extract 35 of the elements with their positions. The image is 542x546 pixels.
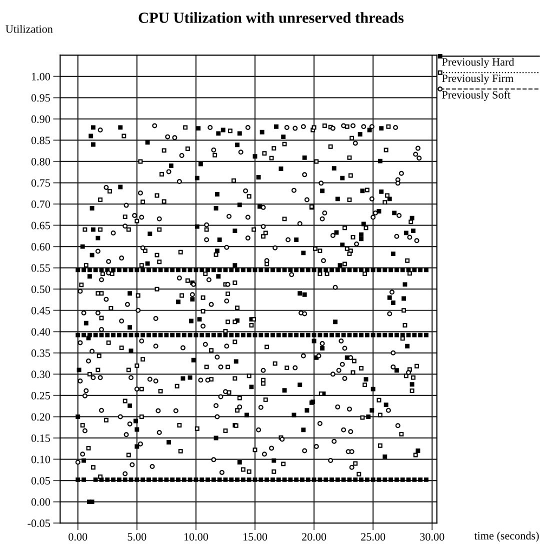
y-axis-title: Utilization [6, 24, 53, 33]
legend-label: Previously Firm [442, 74, 514, 84]
y-tick-label: 0.45 [31, 306, 50, 314]
x-tick-label: 5.00 [128, 533, 146, 541]
chart-title: CPU Utilization with unreserved threads [138, 12, 404, 23]
y-tick-label: 0.10 [31, 456, 50, 464]
y-tick-label: -0.05 [28, 520, 50, 528]
x-tick-label: 25.00 [361, 533, 386, 541]
y-tick-label: 0.55 [31, 264, 50, 272]
y-tick-label: 0.60 [31, 243, 50, 251]
y-tick-label: 0.40 [31, 328, 50, 336]
y-tick-label: 0.15 [31, 434, 50, 442]
x-axis-title: time (seconds) [474, 532, 539, 542]
y-tick-label: 0.65 [31, 222, 50, 230]
y-tick-label: 0.35 [31, 349, 50, 357]
y-tick-label: 0.30 [31, 370, 50, 378]
x-tick-label: 20.00 [302, 533, 326, 541]
y-tick-label: 1.00 [32, 72, 50, 80]
y-tick-label: 0.00 [31, 498, 50, 506]
legend-label: Previously Hard [442, 58, 514, 68]
y-tick-label: 0.90 [31, 115, 50, 123]
x-tick-label: 10.00 [184, 533, 208, 541]
y-tick-label: 0.25 [31, 392, 50, 400]
x-tick-label: 15.00 [243, 533, 268, 541]
y-tick-label: 0.50 [31, 286, 50, 294]
y-tick-label: 0.75 [31, 179, 50, 187]
x-tick-label: 0.00 [68, 533, 88, 541]
legend-label: Previously Soft [442, 90, 510, 101]
y-tick-label: 0.05 [31, 476, 50, 485]
x-tick-label: 30.00 [420, 533, 444, 541]
y-tick-label: 0.70 [31, 200, 50, 208]
y-tick-label: 0.20 [31, 413, 50, 421]
y-tick-label: 0.80 [31, 158, 50, 166]
y-tick-label: 0.85 [31, 136, 50, 144]
y-tick-label: 0.95 [31, 94, 50, 102]
